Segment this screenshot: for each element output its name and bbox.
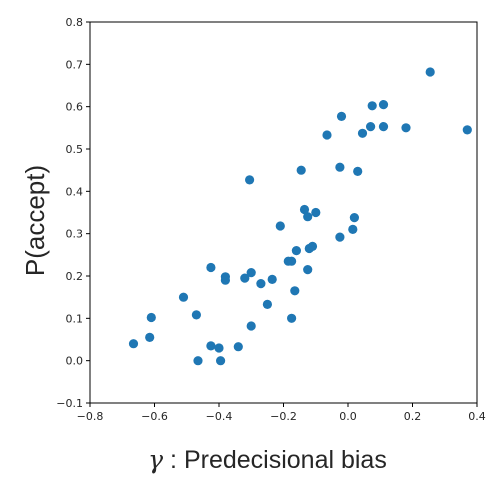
data-point: [275, 221, 285, 231]
data-point: [462, 125, 472, 135]
data-point: [307, 241, 318, 251]
data-point: [216, 356, 226, 366]
y-tick-label: 0.3: [66, 228, 84, 241]
data-point: [246, 268, 256, 278]
y-tick-label: 0.2: [66, 270, 84, 283]
data-point: [245, 175, 255, 185]
data-point: [425, 67, 435, 77]
data-point: [206, 341, 216, 351]
data-point: [367, 101, 377, 111]
x-tick-label: 0.4: [468, 410, 486, 423]
y-axis-title: P(accept): [20, 165, 50, 276]
y-tick-label: −0.1: [56, 397, 83, 410]
data-point: [128, 339, 139, 349]
data-point: [290, 286, 300, 296]
data-point: [291, 246, 301, 256]
data-point: [145, 332, 155, 342]
data-point: [233, 342, 243, 352]
data-point: [348, 224, 358, 234]
x-tick-label: −0.4: [206, 410, 233, 423]
data-point: [178, 292, 189, 302]
plot-frame: [89, 21, 478, 404]
data-point: [349, 213, 359, 223]
data-point: [401, 123, 411, 133]
data-point: [287, 313, 297, 323]
x-axis-label-text: : Predecisional bias: [163, 446, 387, 474]
x-axis-symbol: γ: [148, 445, 163, 474]
data-point: [146, 312, 156, 323]
x-axis-ticks: −0.8 −0.6 −0.4 −0.2 0.0 0.2 0.4: [77, 403, 486, 423]
y-tick-label: 0.6: [66, 101, 84, 114]
x-axis-title: γ : Predecisional bias: [148, 445, 387, 474]
y-tick-label: 0.7: [66, 58, 84, 71]
data-point: [335, 162, 345, 172]
data-point: [336, 111, 347, 121]
y-tick-label: 0.4: [66, 185, 84, 198]
data-point: [256, 279, 266, 289]
data-point: [366, 122, 376, 132]
data-point: [357, 128, 368, 138]
data-point: [191, 310, 201, 320]
data-point: [299, 204, 310, 215]
data-point: [220, 275, 230, 285]
data-point: [267, 274, 277, 284]
data-point: [303, 265, 313, 275]
y-tick-label: 0.8: [66, 16, 84, 29]
data-point: [353, 166, 363, 176]
data-point: [322, 130, 332, 140]
data-point: [335, 232, 345, 242]
x-tick-label: −0.8: [77, 410, 104, 423]
x-tick-label: −0.2: [270, 410, 297, 423]
y-tick-label: 0.5: [66, 143, 84, 156]
data-point: [214, 343, 224, 353]
data-point: [193, 356, 203, 366]
data-point: [287, 256, 297, 266]
data-point: [303, 212, 313, 222]
data-point: [246, 321, 256, 331]
y-tick-label: 0.0: [66, 355, 84, 368]
y-axis-ticks: −0.1 0.0 0.1 0.2 0.3 0.4 0.5 0.6 0.7 0.8: [56, 16, 90, 410]
data-point: [378, 100, 389, 110]
data-points: [128, 67, 472, 366]
y-tick-label: 0.1: [66, 312, 84, 325]
data-point: [206, 262, 216, 273]
x-tick-label: 0.0: [339, 410, 357, 423]
x-tick-label: −0.6: [141, 410, 168, 423]
data-point: [378, 122, 389, 132]
x-tick-label: 0.2: [404, 410, 422, 423]
data-point: [262, 299, 272, 309]
data-point: [296, 165, 306, 175]
data-point: [240, 273, 250, 283]
data-point: [311, 207, 321, 218]
